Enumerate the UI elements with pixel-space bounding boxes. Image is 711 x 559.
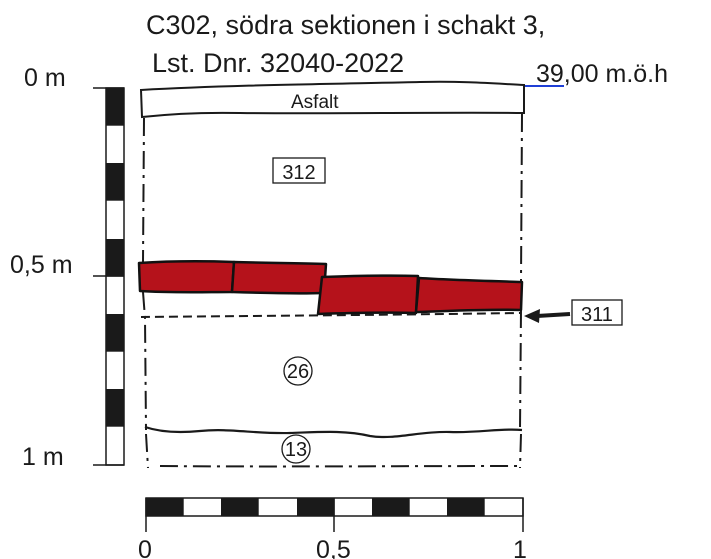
arrow-311 <box>524 309 571 323</box>
layer-311-box <box>571 299 623 326</box>
layer-13-label: 13 <box>285 439 307 461</box>
layer-13-upper-boundary <box>144 425 523 439</box>
brick-1 <box>137 260 236 294</box>
vertical-scale-bar <box>93 87 125 466</box>
title-line-1: C302, södra sektionen i schakt 3, <box>146 10 545 40</box>
vertical-scale-label-1: 1 m <box>22 443 64 471</box>
horizontal-scale-label-0: 0 <box>138 536 152 559</box>
horizontal-scale-label-1: 1 <box>513 536 527 559</box>
vertical-scale-label-05: 0,5 m <box>10 251 73 279</box>
vertical-scale-label-0: 0 m <box>24 64 66 92</box>
elevation-label: 39,00 m.ö.h <box>536 60 668 88</box>
layer-26-label: 26 <box>287 361 309 383</box>
horizontal-scale-label-05: 0,5 <box>316 536 351 559</box>
section-left-boundary <box>142 117 149 469</box>
layer-312-box <box>272 157 326 184</box>
brick-row <box>137 260 524 316</box>
section-right-boundary <box>519 113 523 469</box>
title-line-2: Lst. Dnr. 32040-2022 <box>152 48 404 78</box>
layer-13-circle <box>281 434 311 464</box>
layer-311-boundary <box>140 312 522 318</box>
horizontal-scale-bar <box>145 497 524 532</box>
brick-4 <box>414 276 524 314</box>
layer-26-circle <box>283 356 313 386</box>
brick-3 <box>316 274 420 316</box>
layer-311-label: 311 <box>581 304 613 326</box>
layer-312-label: 312 <box>282 162 315 184</box>
asphalt-layer <box>139 80 525 119</box>
brick-2 <box>230 260 328 295</box>
asphalt-label: Asfalt <box>291 92 339 113</box>
